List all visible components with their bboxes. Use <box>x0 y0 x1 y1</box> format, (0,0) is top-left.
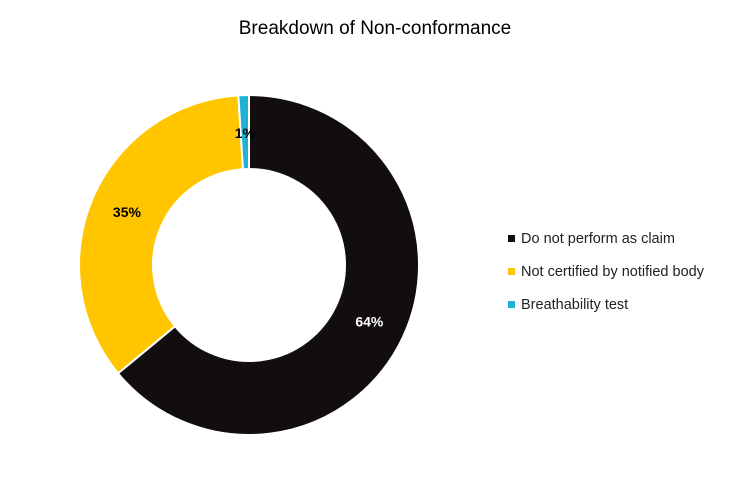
legend-swatch <box>508 301 515 308</box>
legend-item: Not certified by notified body <box>508 255 704 288</box>
slice-breathability-test <box>237 93 250 171</box>
slice-not-certified-by-notified-body <box>78 94 245 375</box>
legend-swatch <box>508 268 515 275</box>
chart-title: Breakdown of Non-conformance <box>238 18 512 39</box>
legend-label: Do not perform as claim <box>521 230 675 247</box>
legend-item: Breathability test <box>508 288 704 321</box>
legend-label: Not certified by notified body <box>521 263 704 280</box>
legend-swatch <box>508 235 515 242</box>
data-label: 64% <box>355 314 384 330</box>
legend-label: Breathability test <box>521 296 629 313</box>
legend: Do not perform as claim Not certified by… <box>508 222 704 321</box>
legend-item: Do not perform as claim <box>508 222 704 255</box>
data-label: 35% <box>113 204 142 220</box>
data-label: 1% <box>235 125 256 141</box>
slice-do-not-perform-as-claim <box>116 93 420 436</box>
